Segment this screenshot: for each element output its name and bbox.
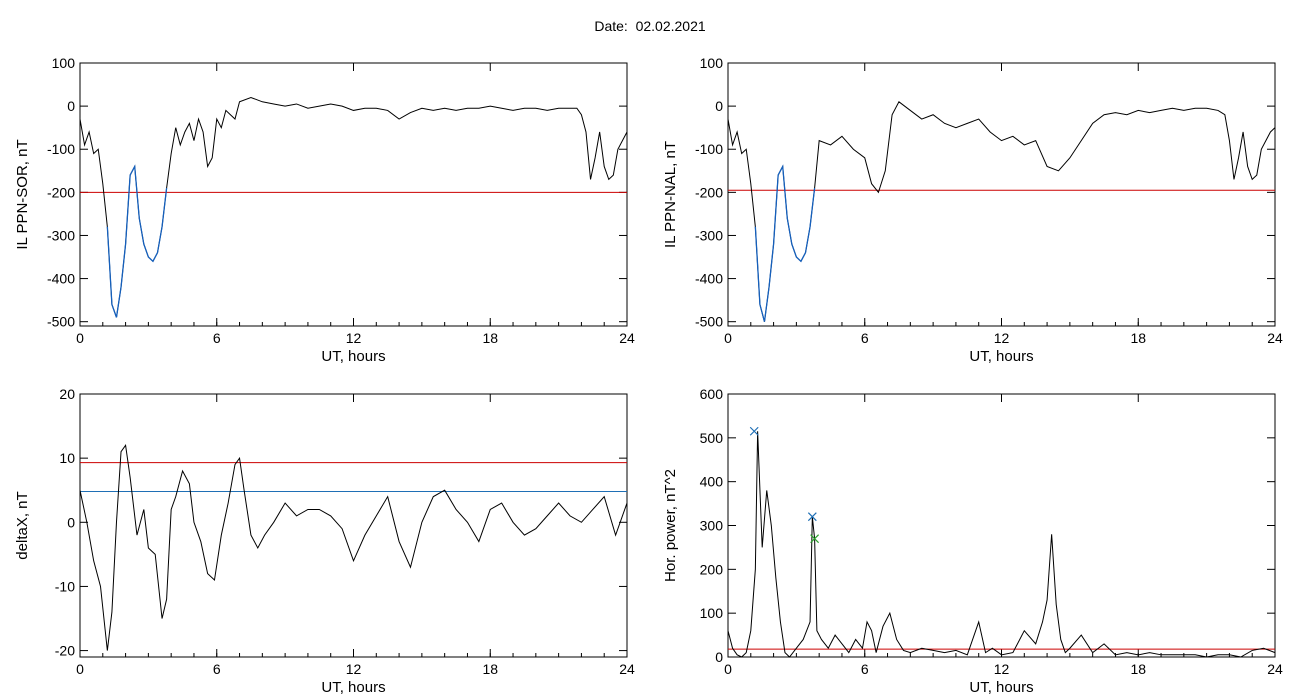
series-line: [79, 444, 628, 651]
x-tick-label: 24: [619, 661, 635, 677]
x-axis-title: UT, hours: [969, 348, 1033, 365]
y-tick-label: -400: [695, 271, 723, 287]
x-tick-label: 12: [994, 661, 1010, 677]
x-tick-label: 0: [76, 661, 84, 677]
x-axis-title: UT, hours: [321, 679, 385, 696]
plot-frame: [79, 62, 628, 327]
y-tick-label: -500: [47, 314, 75, 330]
x-tick-label: 12: [994, 330, 1010, 346]
x-tick-label: 6: [861, 661, 869, 677]
y-tick-label: -10: [55, 578, 75, 594]
y-tick-label: 100: [700, 605, 724, 621]
y-tick-label: -100: [47, 141, 75, 157]
chart-panel-hor-power: 0 6 12 18 24 0 100 200 300 400 500 600 UT, hours Hor.…: [662, 386, 1283, 696]
y-tick-label: 100: [700, 55, 724, 71]
x-tick-label: 12: [346, 330, 362, 346]
y-tick-label: 20: [59, 386, 75, 402]
x-tick-label: 18: [1130, 661, 1146, 677]
y-tick-label: 300: [700, 518, 724, 534]
x-axis-title: UT, hours: [969, 679, 1033, 696]
x-tick-label: 0: [76, 330, 84, 346]
chart-panel-delta-x: 0 6 12 18 24 -20 -10 0 10 20 UT, hours deltaX, nT: [14, 386, 635, 696]
y-tick-label: 10: [59, 450, 75, 466]
y-tick-label: -300: [47, 227, 75, 243]
y-axis-title: Hor. power, nT^2: [662, 469, 679, 582]
y-tick-label: 400: [700, 474, 724, 490]
series-line: [727, 431, 1276, 658]
x-tick-label: 24: [1267, 661, 1283, 677]
peak-marker: [810, 534, 820, 544]
chart-panel-il-nal: 0 6 12 18 24 -500 -400 -300 -200 -100 0 100 UT, hour…: [662, 55, 1283, 365]
x-tick-label: 18: [1130, 330, 1146, 346]
y-tick-label: 0: [715, 649, 723, 665]
y-tick-label: -500: [695, 314, 723, 330]
y-tick-label: 200: [700, 561, 724, 577]
y-tick-label: 0: [715, 98, 723, 114]
series-line: [727, 101, 1276, 322]
series-highlight: [106, 164, 168, 318]
x-tick-label: 24: [619, 330, 635, 346]
x-tick-label: 0: [724, 330, 732, 346]
y-tick-label: 100: [52, 55, 76, 71]
y-tick-label: 0: [67, 98, 75, 114]
x-tick-label: 18: [482, 661, 498, 677]
x-tick-label: 6: [213, 330, 221, 346]
x-axis-title: UT, hours: [321, 348, 385, 365]
y-tick-label: -20: [55, 643, 75, 659]
y-tick-label: 600: [700, 386, 724, 402]
page-title: Date: 02.02.2021: [594, 18, 706, 34]
x-tick-label: 24: [1267, 330, 1283, 346]
y-tick-label: -200: [695, 184, 723, 200]
y-axis-title: IL PPN-SOR, nT: [14, 139, 31, 249]
y-tick-label: -300: [695, 227, 723, 243]
chart-panel-il-sor: 0 6 12 18 24 -500 -400 -300 -200 -100 0 100 UT, hour…: [14, 55, 635, 365]
x-tick-label: 6: [861, 330, 869, 346]
peak-marker: [749, 426, 759, 436]
y-tick-label: -100: [695, 141, 723, 157]
x-tick-label: 0: [724, 661, 732, 677]
x-tick-label: 12: [346, 661, 362, 677]
y-tick-label: -400: [47, 271, 75, 287]
y-axis-title: deltaX, nT: [14, 491, 31, 559]
x-tick-label: 18: [482, 330, 498, 346]
plot-frame: [727, 62, 1276, 327]
x-tick-label: 6: [213, 661, 221, 677]
peak-marker: [807, 512, 817, 522]
series-highlight: [754, 164, 816, 322]
y-tick-label: -200: [47, 184, 75, 200]
y-tick-label: 0: [67, 514, 75, 530]
y-tick-label: 500: [700, 430, 724, 446]
series-line: [79, 96, 628, 318]
y-axis-title: IL PPN-NAL, nT: [662, 141, 679, 248]
